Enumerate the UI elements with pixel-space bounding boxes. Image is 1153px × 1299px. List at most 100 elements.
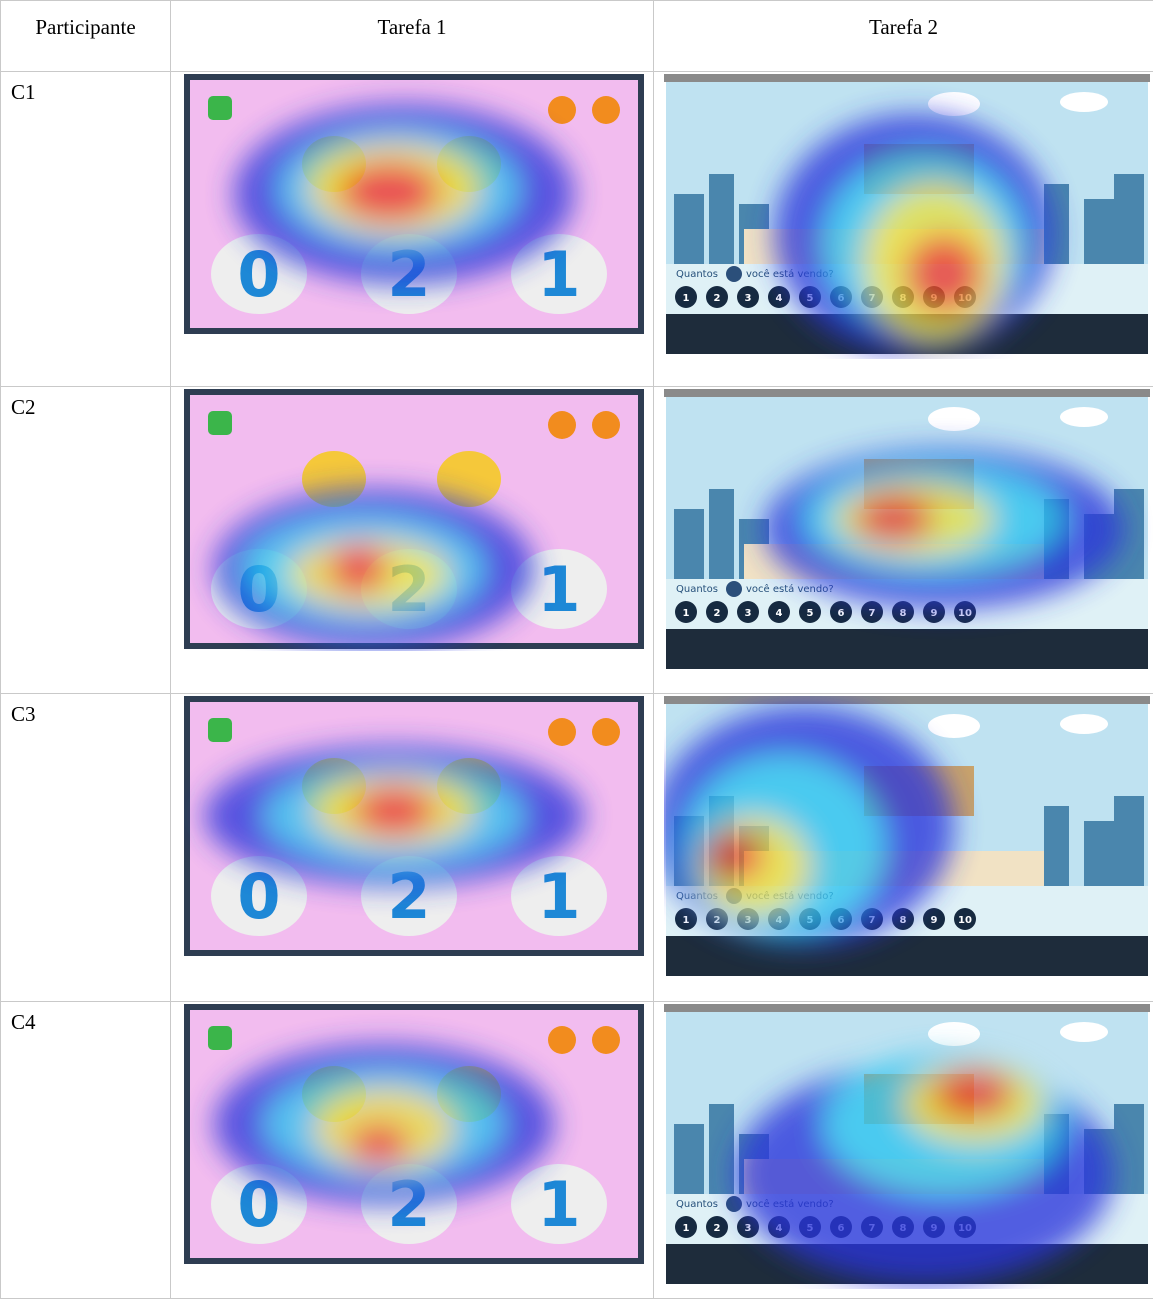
number-label: 4 xyxy=(776,293,783,304)
home-button xyxy=(208,718,232,742)
number-label: 1 xyxy=(683,915,690,926)
skyline xyxy=(1044,806,1069,886)
arrow-button xyxy=(592,1026,620,1054)
page: Participante Tarefa 1 Tarefa 2 C1021Quan… xyxy=(0,0,1153,1297)
number-label: 1 xyxy=(683,1223,690,1234)
participant-cell: C4 xyxy=(1,1002,171,1299)
skyline xyxy=(1114,174,1144,264)
task1-screenshot: 021 xyxy=(184,389,654,651)
skyline xyxy=(1084,821,1114,886)
skyline xyxy=(674,509,704,579)
heatmap xyxy=(234,104,574,284)
cloud xyxy=(1060,1022,1108,1042)
heatmap xyxy=(214,1044,554,1204)
participant-cell: C2 xyxy=(1,387,171,694)
number-label: 3 xyxy=(745,293,752,304)
number-label: 1 xyxy=(683,608,690,619)
skyline xyxy=(674,194,704,264)
heatmap-table: Participante Tarefa 1 Tarefa 2 C1021Quan… xyxy=(0,0,1153,1299)
number-digit: 1 xyxy=(537,1168,580,1241)
question-text: Quantos xyxy=(676,1199,718,1210)
question-text: Quantos xyxy=(676,584,718,595)
heatmap xyxy=(664,706,954,946)
number-label: 1 xyxy=(683,293,690,304)
heat-blob xyxy=(329,544,389,594)
home-button xyxy=(208,411,232,435)
arrow-button xyxy=(548,718,576,746)
table-body: C1021Quantosvocê está vendo?12345678910C… xyxy=(1,72,1153,1299)
cloud xyxy=(1060,407,1108,427)
number-label: 9 xyxy=(931,608,938,619)
arrow-button xyxy=(592,411,620,439)
number-label: 7 xyxy=(869,608,876,619)
header-cell: Tarefa 1 xyxy=(171,1,654,72)
skyline xyxy=(1114,1104,1144,1194)
skyline xyxy=(709,174,734,264)
number-label: 10 xyxy=(958,915,972,926)
number-label: 4 xyxy=(776,608,783,619)
heatmap xyxy=(764,449,1124,609)
participant-cell: C3 xyxy=(1,694,171,1002)
top-border xyxy=(664,696,1150,704)
number-label: 6 xyxy=(838,608,845,619)
heat-blob xyxy=(854,494,934,544)
heat-blob xyxy=(704,831,764,881)
header-cell: Tarefa 2 xyxy=(654,1,1153,72)
heatmap xyxy=(204,746,584,886)
arrow-button xyxy=(592,96,620,124)
control-bar xyxy=(666,936,1148,976)
number-digit: 1 xyxy=(537,238,580,311)
skyline xyxy=(709,489,734,579)
top-border xyxy=(664,1004,1150,1012)
task1-screenshot: 021 xyxy=(184,74,654,336)
number-digit: 1 xyxy=(537,553,580,626)
number-label: 3 xyxy=(745,1223,752,1234)
arrow-button xyxy=(548,411,576,439)
number-label: 2 xyxy=(714,608,721,619)
heatmap xyxy=(214,489,534,649)
heat-blob xyxy=(349,1124,409,1164)
cloud xyxy=(928,92,980,116)
number-label: 2 xyxy=(714,1223,721,1234)
arrow-button xyxy=(548,1026,576,1054)
home-button xyxy=(208,96,232,120)
participant-cell: C1 xyxy=(1,72,171,387)
home-button xyxy=(208,1026,232,1050)
heatmap xyxy=(774,114,1054,354)
number-digit: 0 xyxy=(237,860,280,933)
header-cell: Participante xyxy=(1,1,171,72)
arrow-button xyxy=(592,718,620,746)
question-icon xyxy=(726,266,742,282)
task1-cell: 021 xyxy=(171,387,654,694)
skyline xyxy=(1114,796,1144,886)
top-border xyxy=(664,74,1150,82)
heat-blob xyxy=(339,162,439,222)
number-label: 8 xyxy=(900,608,907,619)
task1-cell: 021 xyxy=(171,72,654,387)
arrow-button xyxy=(548,96,576,124)
cloud xyxy=(928,407,980,431)
cloud xyxy=(1060,92,1108,112)
number-label: 3 xyxy=(745,608,752,619)
cloud xyxy=(1060,714,1108,734)
question-icon xyxy=(726,581,742,597)
heat-blob xyxy=(934,1069,1014,1119)
heat-blob xyxy=(354,786,434,836)
number-label: 9 xyxy=(931,915,938,926)
number-label: 10 xyxy=(958,608,972,619)
number-label: 5 xyxy=(807,608,814,619)
